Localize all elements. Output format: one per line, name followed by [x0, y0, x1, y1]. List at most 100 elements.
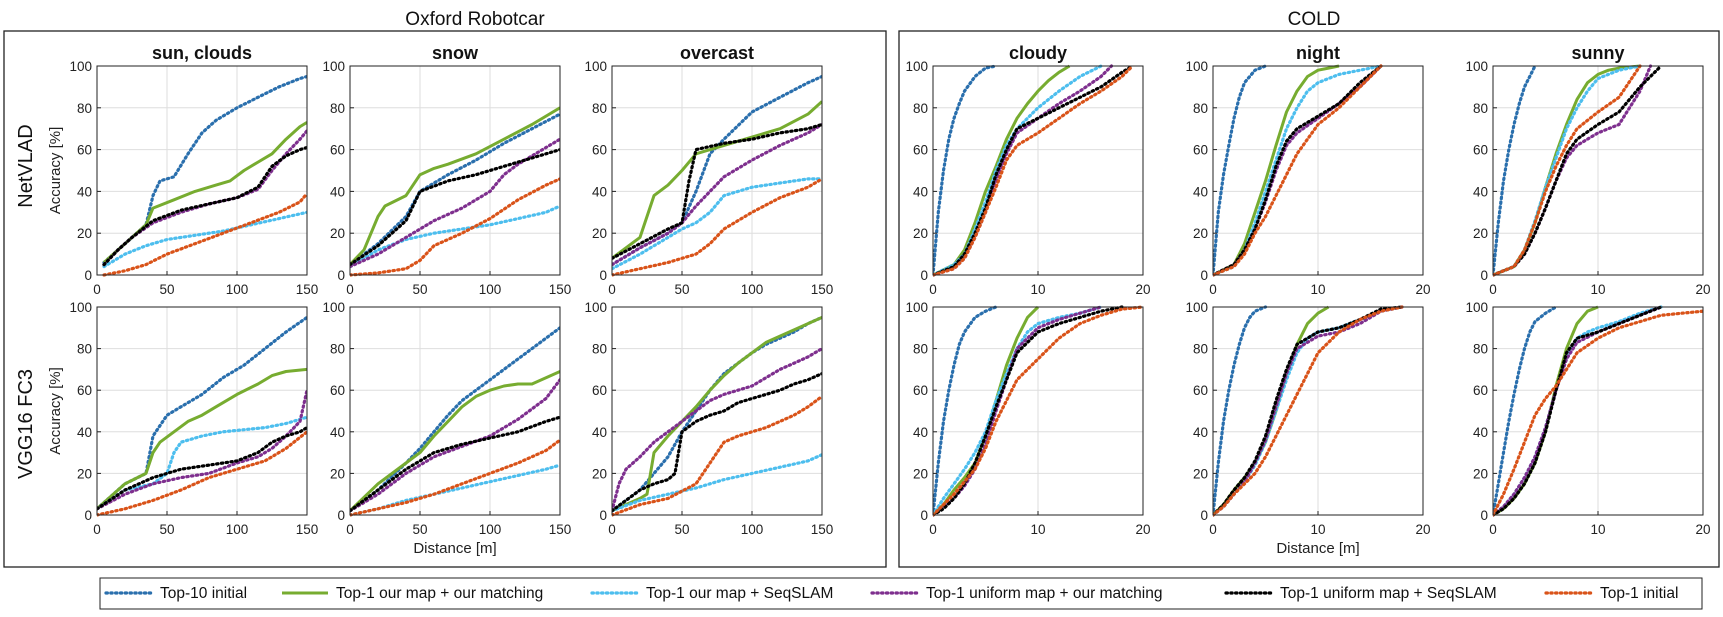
series-line — [350, 148, 560, 267]
y-tick-label: 100 — [905, 300, 928, 315]
y-tick-label: 40 — [1193, 184, 1208, 199]
chart-panel: 0 20 40 60 80 100 0 50 100 150 Distance [m] — [322, 300, 571, 557]
series-line — [612, 122, 822, 267]
legend-label: Top-1 our map + our matching — [336, 585, 543, 602]
axes-box — [96, 65, 308, 276]
series-line — [1213, 305, 1268, 517]
y-tick-label: 60 — [913, 383, 928, 398]
cold-group-frame — [898, 30, 1720, 568]
y-tick-label: 80 — [77, 101, 92, 116]
y-tick-label: 80 — [77, 342, 92, 357]
x-tick-label: 150 — [811, 522, 834, 537]
series-line — [97, 388, 307, 511]
x-tick-label: 20 — [1695, 522, 1710, 537]
series-line — [102, 145, 307, 267]
x-tick-label: 100 — [479, 282, 502, 297]
x-tick-label: 50 — [674, 282, 689, 297]
x-tick-label: 100 — [741, 282, 764, 297]
legend-label: Top-10 initial — [160, 585, 247, 602]
x-tick-label: 10 — [1030, 282, 1045, 297]
series-line — [350, 378, 560, 513]
y-tick-label: 100 — [584, 300, 607, 315]
y-tick-label: 100 — [69, 300, 92, 315]
y-tick-label: 0 — [1480, 508, 1488, 523]
y-tick-label: 20 — [77, 226, 92, 241]
y-tick-label: 20 — [330, 466, 345, 481]
chart-panel: 0 20 40 60 80 100 0 50 100 150 — [584, 300, 833, 537]
legend-item-top1-uniform-map-seqslam: Top-1 uniform map + SeqSLAM — [1224, 585, 1497, 602]
x-tick-label: 20 — [1135, 522, 1150, 537]
y-tick-label: 60 — [592, 383, 607, 398]
series-line — [350, 204, 560, 269]
y-tick-label: 40 — [77, 184, 92, 199]
x-tick-label: 100 — [741, 522, 764, 537]
y-tick-label: 100 — [1185, 300, 1208, 315]
y-tick-label: 100 — [322, 300, 345, 315]
y-tick-label: 0 — [599, 268, 607, 283]
x-tick-label: 150 — [549, 282, 572, 297]
y-tick-label: 100 — [1465, 300, 1488, 315]
legend-item-top10-initial: Top-10 initial — [104, 585, 247, 602]
y-tick-label: 40 — [330, 184, 345, 199]
chart-title: snow — [432, 43, 479, 63]
y-tick-label: 80 — [592, 342, 607, 357]
y-tick-label: 20 — [330, 226, 345, 241]
x-tick-label: 50 — [412, 282, 427, 297]
x-tick-label: 100 — [479, 522, 502, 537]
group-title-cold: COLD — [1288, 9, 1341, 30]
legend-label: Top-1 uniform map + SeqSLAM — [1280, 585, 1497, 602]
plot-area — [612, 307, 822, 515]
series-line — [350, 177, 560, 277]
y-tick-label: 60 — [1193, 143, 1208, 158]
chart-panel: 0 20 40 60 80 100 0 10 20 — [905, 300, 1150, 537]
series-line — [933, 64, 1114, 277]
x-tick-label: 10 — [1030, 522, 1045, 537]
x-tick-label: 50 — [159, 522, 174, 537]
x-tick-label: 100 — [226, 522, 249, 537]
group-title-oxford: Oxford Robotcar — [405, 9, 545, 30]
series-line — [933, 64, 1071, 277]
x-tick-label: 0 — [929, 282, 937, 297]
series-line — [933, 305, 998, 517]
axes-box — [611, 65, 823, 276]
y-tick-label: 60 — [330, 143, 345, 158]
plot-area — [97, 66, 307, 275]
legend-item-top1-uniform-map-our-matching: Top-1 uniform map + our matching — [870, 585, 1163, 602]
x-tick-label: 50 — [674, 522, 689, 537]
series-line — [1493, 305, 1558, 517]
y-tick-label: 0 — [1480, 268, 1488, 283]
y-tick-label: 80 — [1193, 101, 1208, 116]
y-tick-label: 80 — [592, 101, 607, 116]
series-line — [350, 415, 560, 513]
x-tick-label: 0 — [1489, 522, 1497, 537]
series-line — [1213, 64, 1383, 277]
legend: Top-10 initial Top-1 our map + our match… — [99, 577, 1703, 610]
y-tick-label: 0 — [84, 268, 92, 283]
y-tick-label: 20 — [913, 226, 928, 241]
y-tick-label: 40 — [330, 425, 345, 440]
series-line — [97, 426, 307, 511]
legend-label: Top-1 initial — [1600, 585, 1678, 602]
legend-item-top1-initial: Top-1 initial — [1544, 585, 1678, 602]
x-tick-label: 50 — [159, 282, 174, 297]
x-tick-label: 0 — [93, 282, 101, 297]
y-tick-label: 60 — [77, 383, 92, 398]
y-tick-label: 60 — [77, 143, 92, 158]
chart-panel: 0 20 40 60 80 100 0 10 20 night — [1185, 43, 1430, 297]
series-line — [350, 370, 560, 512]
y-tick-label: 20 — [1193, 466, 1208, 481]
y-tick-label: 0 — [84, 508, 92, 523]
y-axis-label: Accuracy [%] — [47, 127, 64, 215]
x-tick-label: 150 — [296, 282, 319, 297]
x-tick-label: 0 — [346, 522, 354, 537]
x-tick-label: 0 — [1489, 282, 1497, 297]
y-tick-label: 20 — [1193, 226, 1208, 241]
series-line — [612, 347, 822, 513]
series-line — [612, 122, 822, 260]
series-line — [1493, 64, 1663, 277]
y-tick-label: 40 — [592, 184, 607, 199]
chart-title: sunny — [1571, 43, 1624, 63]
y-tick-label: 20 — [592, 226, 607, 241]
